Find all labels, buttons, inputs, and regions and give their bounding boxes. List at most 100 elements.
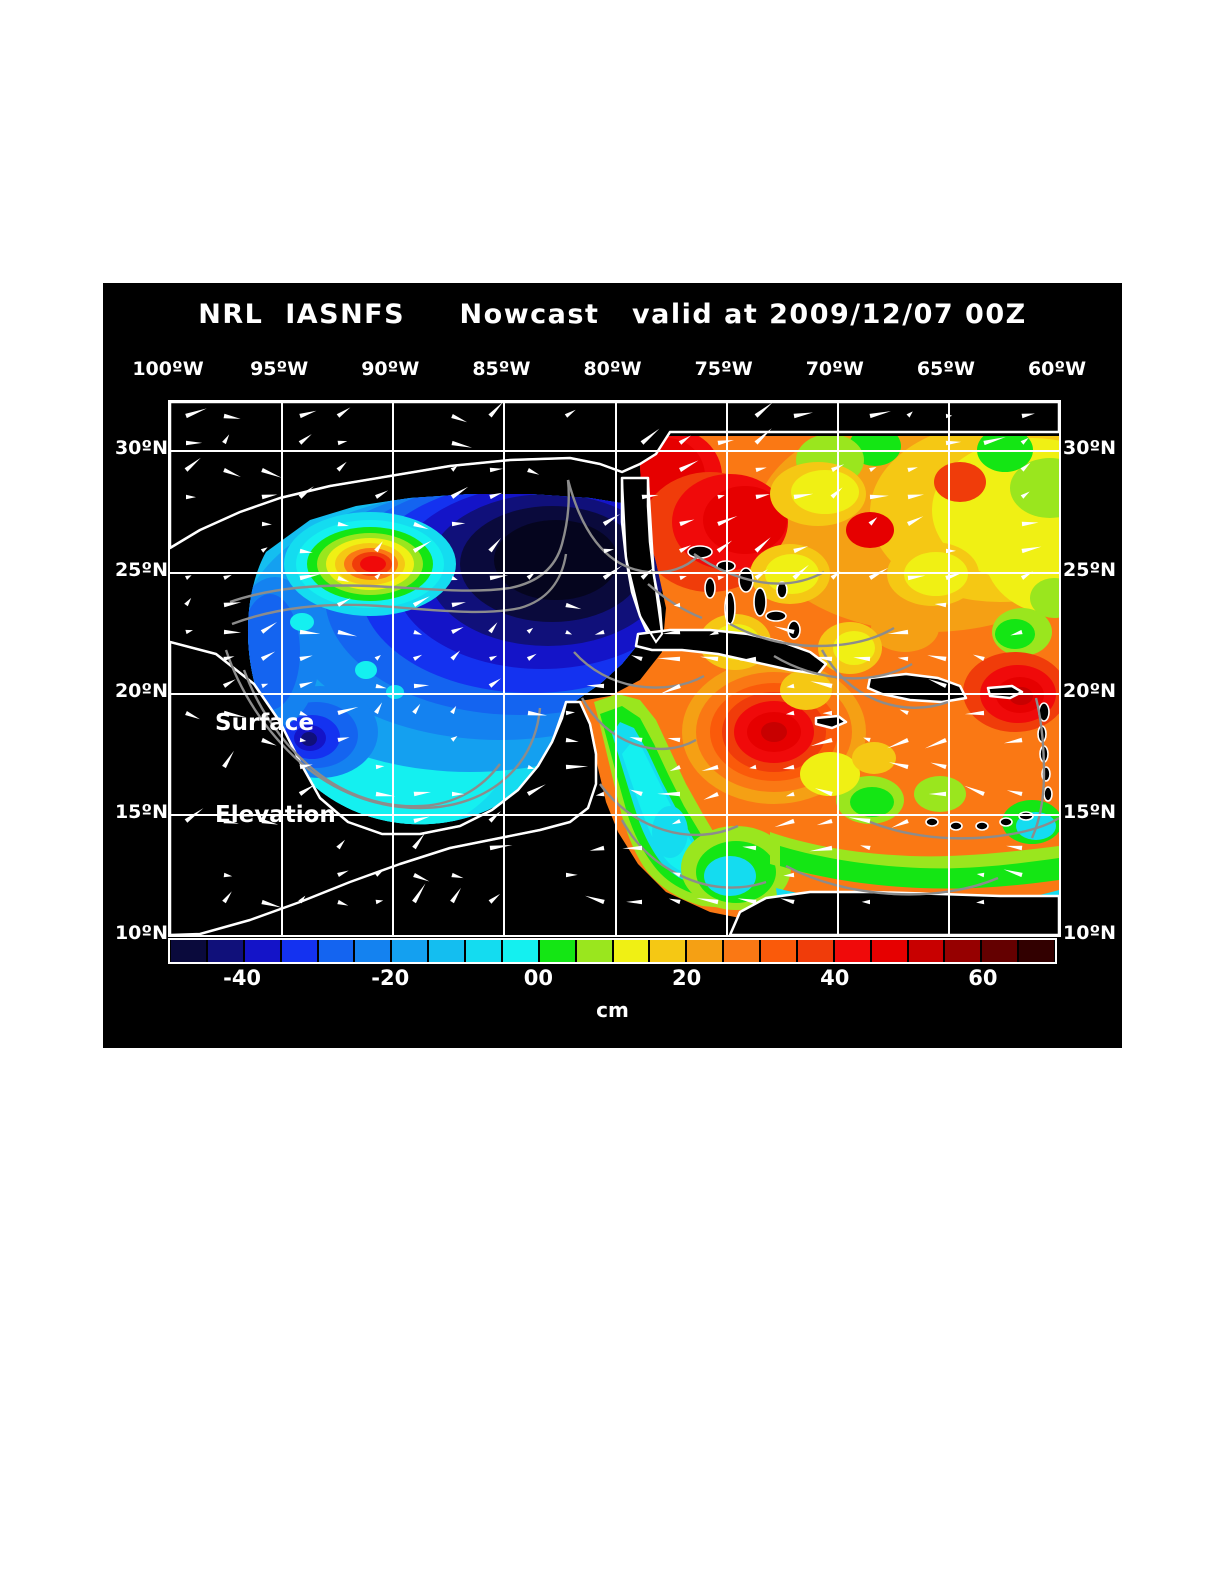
current-vector-arrow [700,656,719,662]
current-vector-arrow [673,602,681,608]
current-vector-arrow [976,899,985,905]
lon-tick-label: 60ºW [1027,358,1087,380]
current-vector-arrow [1021,546,1042,554]
current-vector-arrow [595,791,605,797]
current-vector-arrow [261,737,277,746]
current-vector-arrow [814,788,833,797]
current-vector-arrow [336,407,351,418]
current-vector-arrow [261,818,279,825]
current-vector-arrow [631,655,643,662]
current-vector-arrow [785,791,795,797]
current-vector-arrow [964,785,985,796]
lon-tick-label: 70ºW [805,358,864,380]
current-vector-arrow [696,898,719,905]
current-vector-arrow [603,548,614,554]
current-vector-arrow [565,737,579,743]
current-vector-arrow [629,789,643,797]
colorbar-tick: -40 [223,966,262,990]
current-vector-arrow [223,413,241,419]
lat-tick-label-left: 10ºN [114,922,168,944]
colorbar-cell [833,940,871,962]
lat-tick-label-left: 25ºN [114,558,168,581]
current-vector-arrow [374,868,386,877]
current-vector-arrow [337,870,349,877]
current-vector-arrow [527,764,535,770]
lat-tick-label-right: 10ºN [1063,922,1117,944]
colorbar[interactable] [168,938,1057,964]
current-vector-arrow [830,487,843,499]
current-vector-arrow [298,895,306,904]
colorbar-cell [206,940,244,962]
current-vector-arrow [983,437,1006,446]
current-vector-arrow [780,898,795,905]
colorbar-cell [317,940,355,962]
current-vector-arrow [669,765,681,772]
current-vector-arrow [679,519,695,527]
current-vector-arrow [336,461,347,472]
current-vector-arrow [374,541,383,553]
colorbar-cell [391,940,429,962]
current-vector-arrow [450,650,461,661]
current-vector-arrow [375,791,396,797]
lon-tick-label: 80ºW [583,358,642,380]
current-vector-arrow [489,492,503,500]
current-vector-arrow [589,845,605,851]
current-vector-arrow [853,656,871,662]
current-vector-arrow [450,736,458,742]
current-vector-arrow [223,710,246,718]
current-vector-arrow [299,629,321,635]
current-vector-arrow [527,710,548,716]
lat-tick-label-right: 25ºN [1063,558,1117,581]
current-vector-arrow [716,540,733,553]
lon-tick-label: 75ºW [694,358,753,380]
current-vector-arrow [749,764,757,770]
current-vector-arrow [337,440,348,446]
colorbar-cell [981,940,1019,962]
colorbar-cell [538,940,576,962]
current-vector-arrow [299,548,313,554]
current-vector-arrow [1021,521,1039,527]
current-vector-arrow [868,517,878,526]
lat-tick-label-left: 30ºN [114,437,168,460]
current-vector-arrow [640,567,654,580]
lesser-antilles [925,702,1053,831]
current-vector-arrow [488,893,501,904]
map-plot-area[interactable] [168,400,1061,937]
current-vector-arrow [375,490,389,499]
current-vector-arrow [754,428,772,445]
current-vector-arrow [489,655,498,661]
current-vector-arrow [299,737,307,743]
current-vector-arrow [793,546,809,554]
current-vector-arrow [679,545,692,553]
colorbar-cell [907,940,945,962]
current-vector-arrow [657,791,680,797]
current-vector-arrow [185,575,192,580]
current-vector-arrow [897,656,909,662]
current-vector-arrow [810,737,833,746]
colorbar-tick: -20 [371,966,410,990]
current-vector-arrow [565,764,589,770]
current-vector-arrow [412,883,426,904]
current-vector-arrow [868,567,889,580]
current-vector-arrow [374,655,381,661]
current-vector-arrow [337,737,350,743]
current-vector-arrow [891,819,909,828]
current-vector-arrow [907,516,924,526]
current-vector-arrow [973,654,985,661]
current-vector-arrow [222,679,236,688]
coastline-overlay [170,431,671,865]
colorbar-cell [870,940,908,962]
current-vector-arrow [1003,869,1023,878]
colorbar-cell [575,940,613,962]
colorbar-cell [760,940,797,962]
surface-elevation-field [170,402,1059,935]
current-vector-arrow [964,710,985,716]
current-vector-arrow [413,654,423,661]
current-vector-arrow [626,899,642,905]
current-vector-arrow [668,898,681,905]
current-vector-arrow [413,816,430,824]
current-vector-arrow [412,540,432,553]
current-vector-arrow [261,683,269,689]
current-vector-arrow [488,538,501,553]
current-vector-arrow [869,467,877,472]
